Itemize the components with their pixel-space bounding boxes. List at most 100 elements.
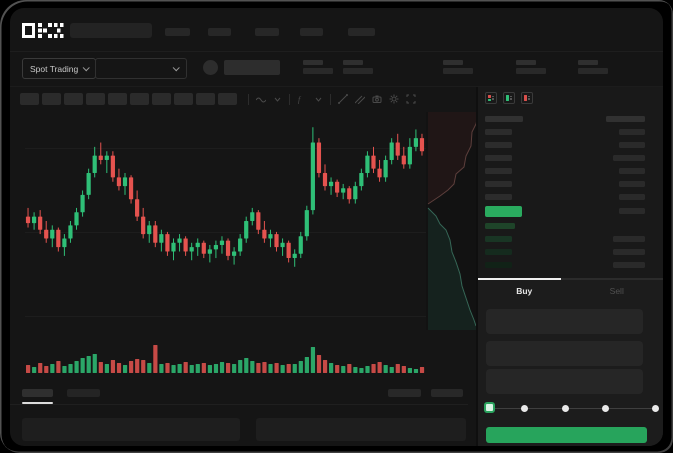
amount-placeholder [613, 248, 645, 255]
search-input[interactable] [70, 23, 152, 38]
tabs-divider [478, 278, 663, 280]
amount-placeholder [619, 193, 645, 200]
nav-item-placeholder[interactable] [300, 28, 323, 36]
pair-name-placeholder [224, 60, 280, 75]
timeframe-placeholder[interactable] [86, 93, 105, 105]
 [528, 95, 530, 101]
trading-mode-dropdown[interactable]: Spot Trading [22, 58, 97, 79]
stat-label-placeholder [516, 60, 536, 65]
price-placeholder [485, 235, 512, 242]
amount-slider-track[interactable] [489, 408, 655, 409]
 [492, 95, 494, 101]
toolbar-placeholders [20, 93, 237, 105]
amount-placeholder [619, 141, 645, 148]
svg-text:f: f [298, 95, 302, 104]
tab-buy[interactable]: Buy [516, 286, 533, 296]
bottom-tab-active[interactable] [22, 389, 53, 397]
tab-sell[interactable]: Sell [609, 286, 624, 296]
chart-gridline [25, 316, 476, 317]
buy-submit-button[interactable] [486, 427, 647, 443]
active-tab-underline [22, 402, 53, 404]
nav-item-placeholder[interactable] [348, 28, 375, 36]
nav-item-placeholder[interactable] [255, 28, 279, 36]
amount-placeholder [613, 154, 645, 161]
slider-handle[interactable] [484, 402, 495, 413]
trend-line-icon[interactable] [337, 94, 348, 105]
pair-selector-dropdown[interactable] [95, 58, 187, 79]
price-placeholder [485, 222, 515, 229]
nav-item-placeholder[interactable] [165, 28, 190, 36]
orderbook-row [478, 258, 663, 271]
coin-avatar [203, 60, 218, 75]
ticker-stat-placeholder [303, 60, 333, 74]
chevron-down-icon[interactable] [313, 94, 324, 105]
book-combined-icon[interactable] [485, 92, 497, 104]
 [488, 95, 491, 98]
timeframe-placeholder[interactable] [196, 93, 215, 105]
price-placeholder [485, 141, 512, 148]
chevron-down-icon [82, 64, 90, 72]
book-bids-icon[interactable] [503, 92, 515, 104]
volume-chart [26, 345, 425, 373]
orderbook-row [478, 245, 663, 258]
okx-logo[interactable] [22, 23, 64, 43]
price-placeholder [485, 115, 523, 122]
stat-label-placeholder [578, 60, 598, 65]
bottom-action-placeholder-1[interactable] [388, 389, 421, 397]
top-navbar [10, 8, 663, 52]
slider-stop[interactable] [562, 405, 569, 412]
amount-placeholder [619, 128, 645, 135]
orderbook-view-switch [485, 92, 533, 104]
slider-stop[interactable] [652, 405, 659, 412]
slider-stop[interactable] [602, 405, 609, 412]
timeframe-placeholder[interactable] [64, 93, 83, 105]
orderbook-row [478, 190, 663, 203]
chevron-down-icon[interactable] [272, 94, 283, 105]
nav-item-placeholder[interactable] [208, 28, 231, 36]
active-tab-indicator [478, 278, 561, 280]
amount-placeholder [619, 180, 645, 187]
stat-value-placeholder [303, 68, 333, 74]
orderbook [478, 112, 663, 271]
amount-placeholder [613, 261, 645, 268]
bottom-card-2 [256, 418, 466, 441]
camera-icon[interactable] [371, 94, 382, 105]
fullscreen-icon[interactable] [405, 94, 416, 105]
amount-placeholder [613, 235, 645, 242]
slider-stop[interactable] [521, 405, 528, 412]
timeframe-placeholder[interactable] [152, 93, 171, 105]
ticker-stat-placeholder [343, 60, 373, 74]
order-input-1[interactable] [486, 309, 643, 334]
timeframe-placeholder[interactable] [42, 93, 61, 105]
ticker-stat-placeholder [443, 60, 473, 74]
amount-placeholder [619, 208, 645, 214]
toolbar-icons: f [248, 93, 416, 105]
toolbar-separator [289, 93, 290, 105]
 [488, 98, 491, 101]
book-asks-icon[interactable] [521, 92, 533, 104]
orderbook-row [478, 138, 663, 151]
price-placeholder [485, 248, 512, 255]
market-bar: Spot Trading [10, 53, 663, 87]
timeframe-placeholder[interactable] [218, 93, 237, 105]
order-input-3[interactable] [486, 369, 643, 394]
parallel-channel-icon[interactable] [354, 94, 365, 105]
gear-icon[interactable] [388, 94, 399, 105]
chart-gridline [25, 232, 476, 233]
fx-icon[interactable]: f [296, 94, 307, 105]
stat-value-placeholder [578, 68, 608, 74]
price-placeholder [485, 167, 512, 174]
timeframe-placeholder[interactable] [174, 93, 193, 105]
candlestick-chart[interactable] [25, 112, 425, 330]
order-input-2[interactable] [486, 341, 643, 366]
price-placeholder [485, 193, 512, 200]
bottom-action-placeholder-2[interactable] [431, 389, 463, 397]
timeframe-placeholder[interactable] [130, 93, 149, 105]
orderbook-row [478, 232, 663, 245]
price-placeholder [485, 180, 512, 187]
wave-icon[interactable] [255, 94, 266, 105]
bottom-tab-2[interactable] [67, 389, 100, 397]
timeframe-placeholder[interactable] [108, 93, 127, 105]
timeframe-placeholder[interactable] [20, 93, 39, 105]
